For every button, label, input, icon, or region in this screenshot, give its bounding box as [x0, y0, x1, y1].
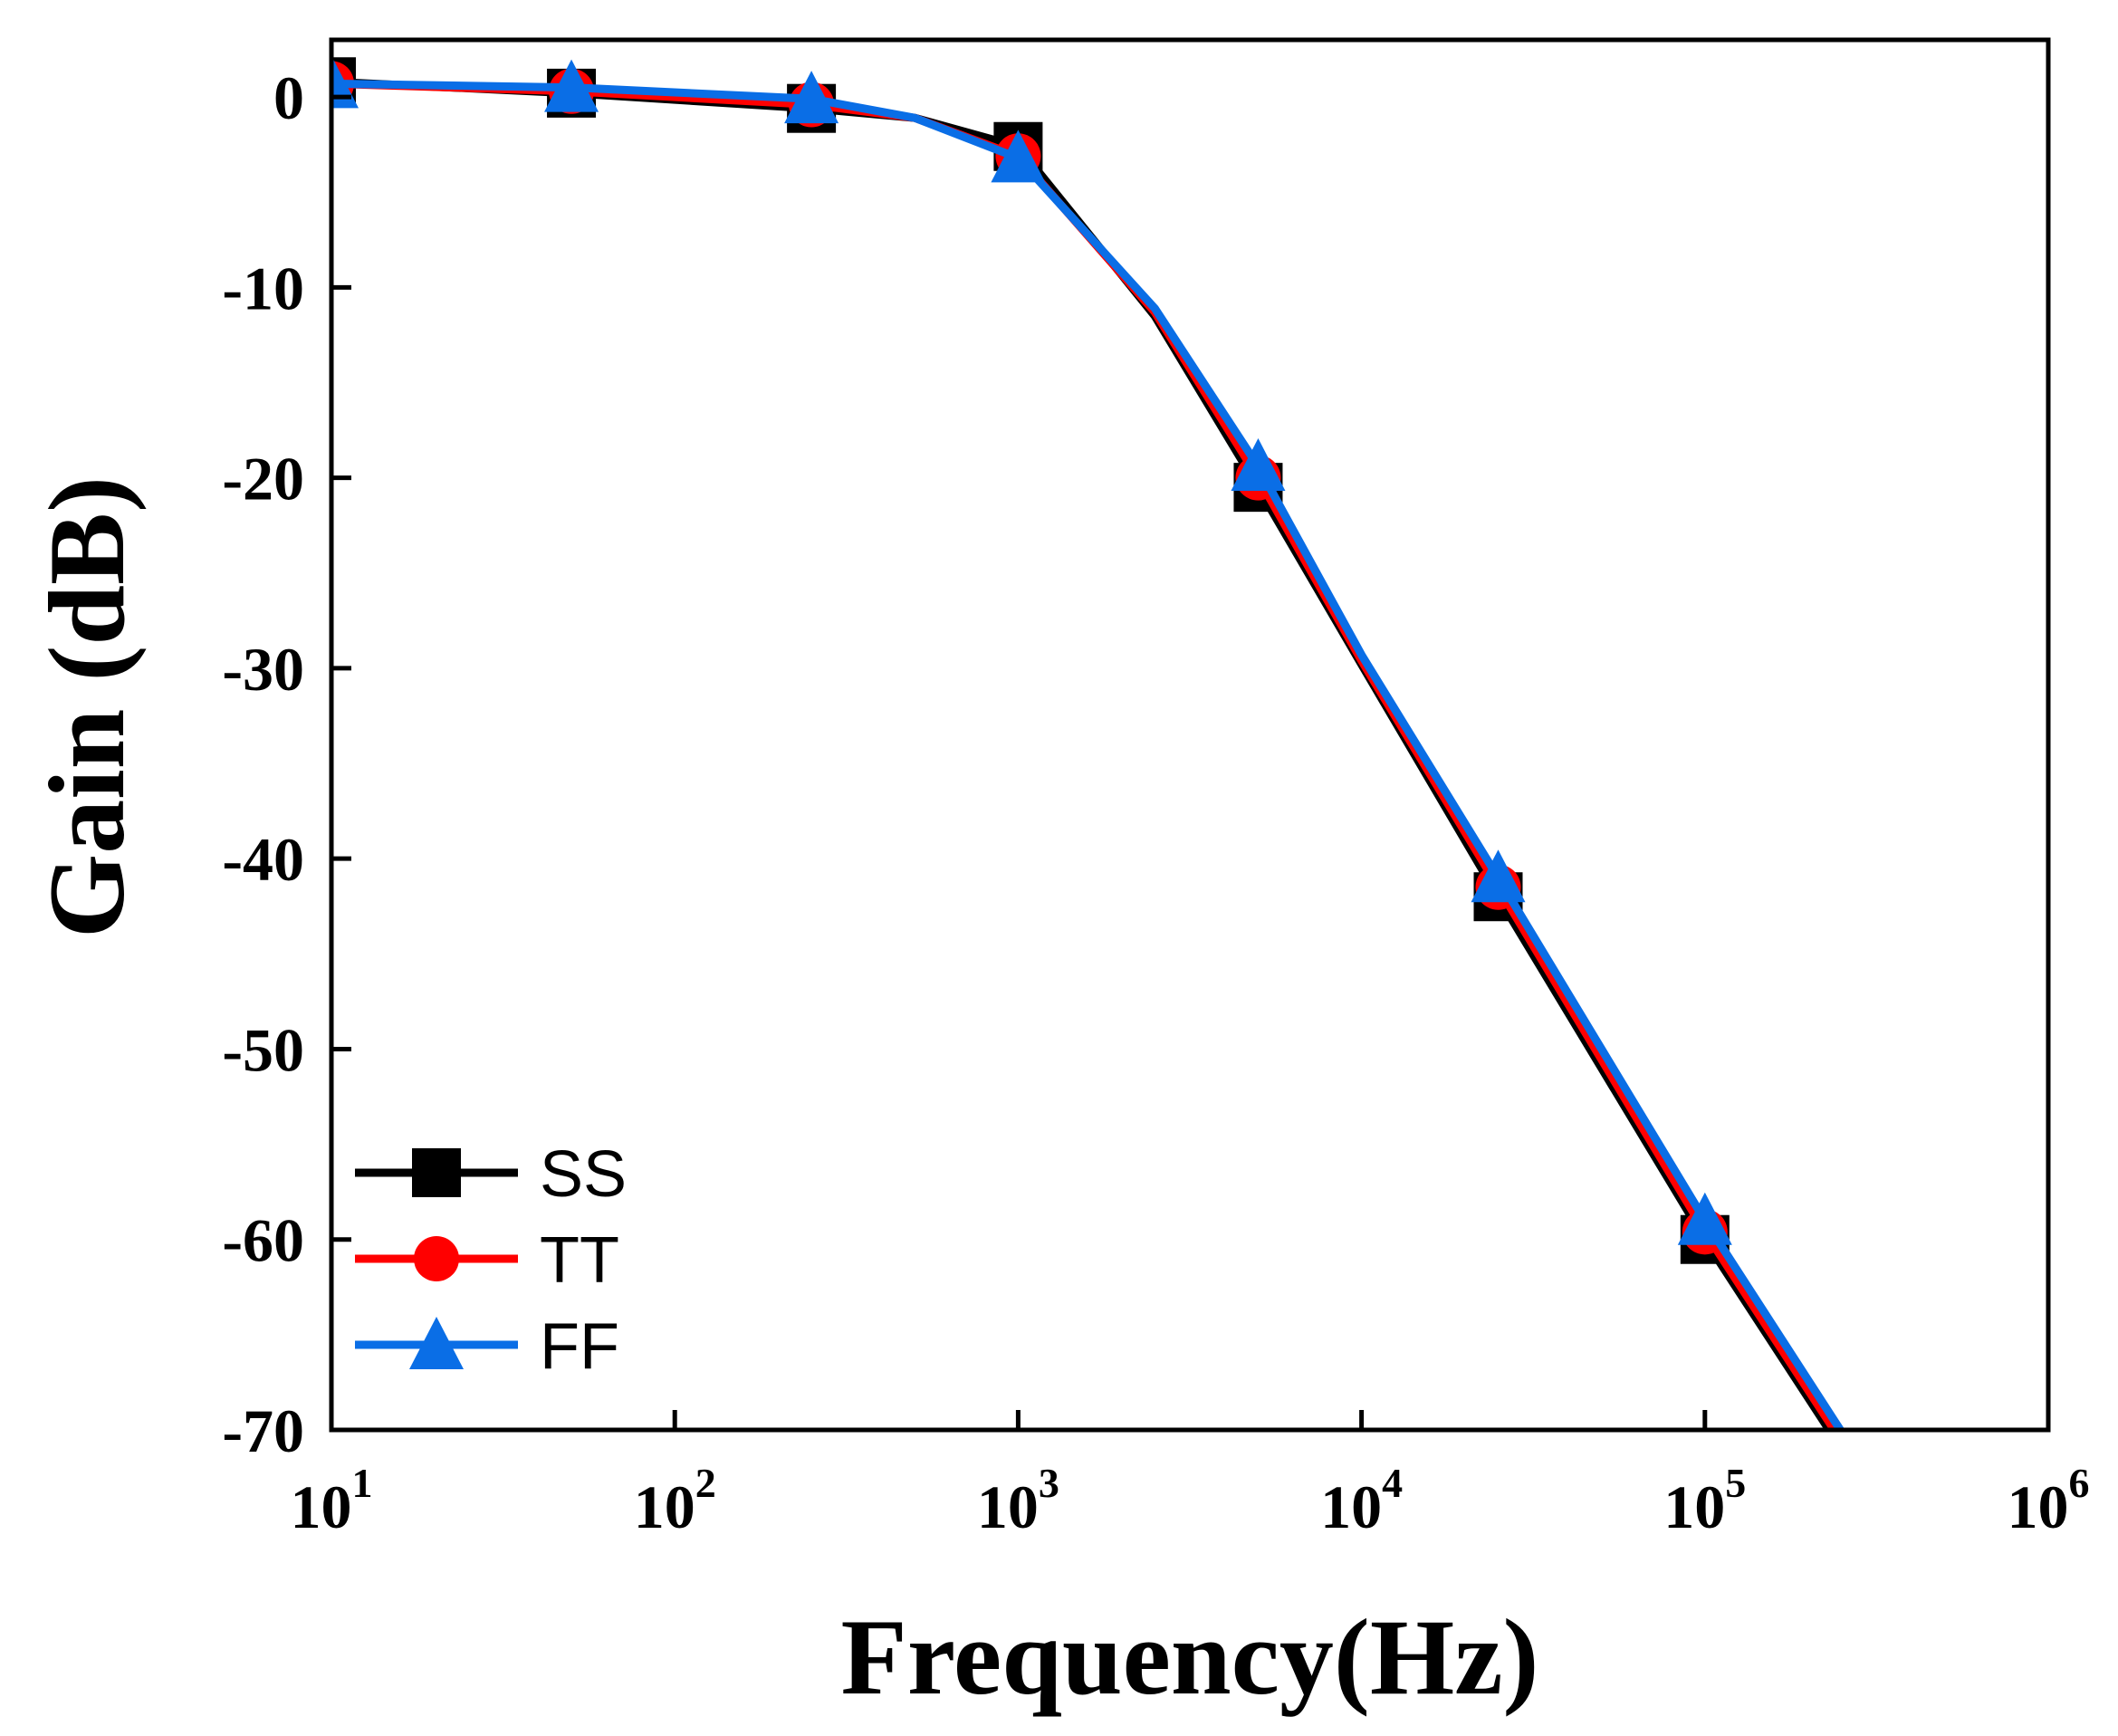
x-tick-exponent: 1	[352, 1460, 373, 1506]
y-tick-label: -20	[222, 445, 304, 513]
data-point-ff	[784, 71, 839, 124]
x-tick-label: 101	[291, 1460, 373, 1541]
x-tick-exponent: 4	[1382, 1460, 1403, 1506]
x-tick-exponent: 5	[1725, 1460, 1746, 1506]
legend-marker-triangle	[409, 1317, 464, 1369]
x-tick-exponent: 3	[1039, 1460, 1059, 1506]
y-tick-label: -50	[222, 1015, 304, 1084]
series-ss	[331, 57, 1835, 1430]
y-tick-label: 0	[273, 63, 304, 132]
plot-frame	[329, 37, 2051, 1433]
legend-label: FF	[540, 1310, 619, 1383]
series-line-ff	[331, 79, 1845, 1430]
y-tick-label: -60	[222, 1206, 304, 1275]
legend-item-ss: SS	[355, 1138, 627, 1211]
x-tick-exponent: 6	[2069, 1460, 2090, 1506]
legend-marker-circle	[414, 1236, 459, 1281]
data-point-ff	[1677, 1192, 1732, 1245]
x-tick-base: 10	[1320, 1472, 1382, 1541]
series-tt	[331, 61, 1839, 1430]
x-tick-base: 10	[2008, 1472, 2069, 1541]
legend: SS TT FF	[355, 1138, 627, 1383]
data-point-ff	[1231, 438, 1286, 492]
legend-item-ff: FF	[355, 1310, 619, 1383]
y-tick-label: -30	[222, 635, 304, 704]
data-point-ff	[991, 129, 1046, 183]
legend-label: TT	[540, 1224, 619, 1297]
y-tick-label: -10	[222, 254, 304, 322]
x-axis-title: Frequency(Hz)	[841, 1597, 1539, 1717]
x-tick-label: 106	[2008, 1460, 2090, 1541]
x-tick-label: 102	[634, 1460, 716, 1541]
x-tick-label: 104	[1320, 1460, 1403, 1541]
x-tick-base: 10	[291, 1472, 352, 1541]
legend-item-tt: TT	[355, 1224, 619, 1297]
x-tick-base: 10	[1663, 1472, 1725, 1541]
legend-label: SS	[540, 1138, 627, 1211]
series-layer	[331, 55, 1845, 1430]
x-tick-label: 103	[977, 1460, 1059, 1541]
x-axis: 101 102 103 104 105 106	[291, 1410, 2090, 1541]
legend-marker-square	[412, 1148, 461, 1197]
y-tick-label: -70	[222, 1396, 304, 1465]
y-tick-label: -40	[222, 825, 304, 894]
data-point-ff	[1471, 849, 1526, 903]
y-axis: 0 -10 -20 -30 -40 -50 -60 -70	[222, 63, 351, 1465]
data-point-ff	[544, 59, 599, 112]
x-tick-label: 105	[1663, 1460, 1746, 1541]
x-tick-base: 10	[977, 1472, 1039, 1541]
x-tick-base: 10	[634, 1472, 695, 1541]
y-axis-title: Gain (dB)	[26, 476, 147, 938]
x-tick-exponent: 2	[695, 1460, 716, 1506]
series-ff	[331, 55, 1845, 1430]
